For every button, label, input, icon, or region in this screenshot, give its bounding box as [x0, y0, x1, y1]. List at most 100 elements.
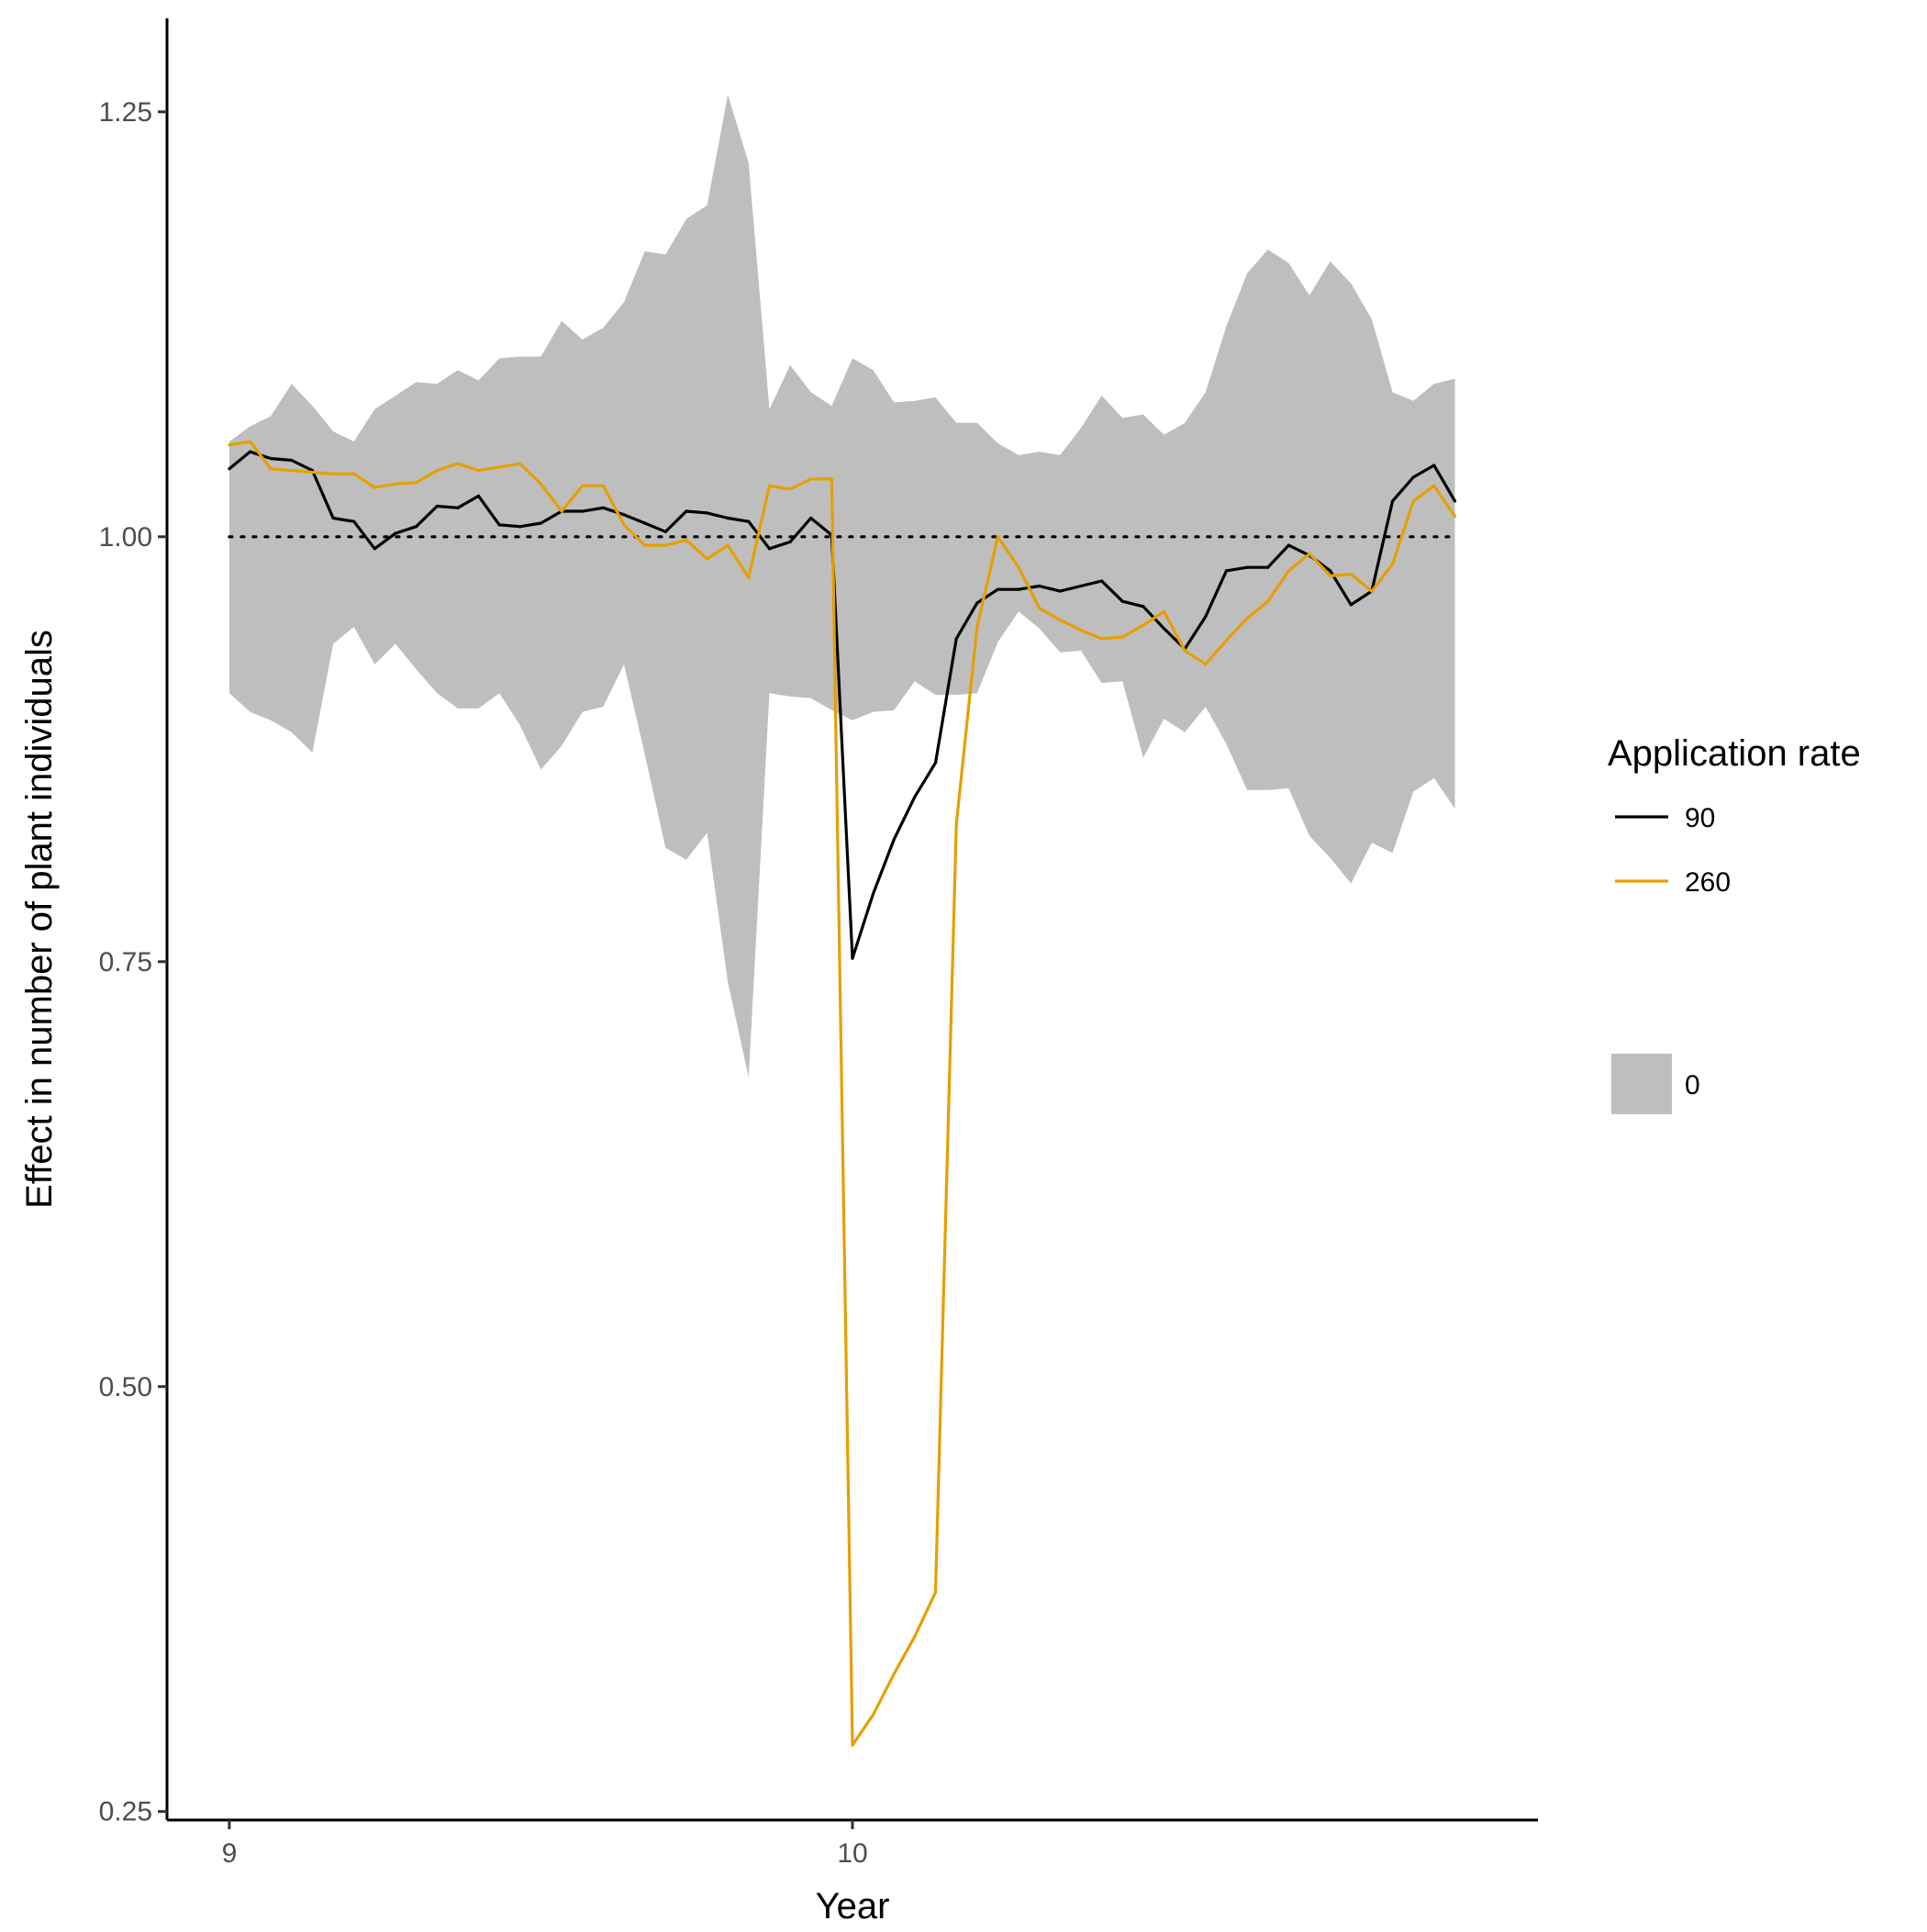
data-point-90-39 — [1038, 584, 1041, 588]
data-point-260-59 — [1453, 515, 1457, 519]
legend-label-band: 0 — [1685, 1070, 1700, 1100]
data-point-90-24 — [726, 516, 730, 520]
data-point-90-54 — [1349, 603, 1353, 607]
data-point-260-26 — [767, 484, 772, 487]
data-point-90-10 — [435, 504, 439, 508]
data-point-260-13 — [497, 465, 501, 469]
data-point-90-56 — [1390, 499, 1395, 503]
data-point-90-22 — [685, 509, 688, 513]
data-point-260-55 — [1370, 589, 1374, 593]
data-point-90-41 — [1079, 584, 1083, 588]
x-axis-title: Year — [816, 1886, 890, 1926]
data-point-260-47 — [1204, 663, 1208, 666]
data-point-90-14 — [518, 525, 522, 529]
data-point-260-11 — [456, 462, 460, 465]
y-axis-title: Effect in number of plant individuals — [19, 630, 60, 1209]
data-point-260-37 — [996, 535, 1000, 539]
series-layer — [228, 440, 1457, 1748]
data-point-260-9 — [415, 480, 418, 485]
data-point-260-12 — [476, 469, 481, 473]
legend-title: Application rate — [1608, 733, 1861, 774]
data-point-260-10 — [435, 469, 439, 473]
x-tick-label: 9 — [222, 1838, 238, 1869]
data-point-260-54 — [1349, 572, 1353, 576]
data-point-90-34 — [933, 761, 938, 765]
data-point-90-35 — [954, 637, 958, 641]
data-point-90-3 — [290, 458, 294, 463]
data-point-260-43 — [1120, 635, 1124, 639]
data-point-90-48 — [1224, 569, 1229, 573]
data-point-90-37 — [996, 587, 1000, 591]
data-point-260-38 — [1017, 565, 1020, 569]
data-point-260-16 — [560, 509, 563, 513]
data-point-90-53 — [1329, 569, 1332, 573]
data-point-260-46 — [1183, 649, 1186, 653]
data-point-260-15 — [539, 482, 543, 486]
data-point-90-57 — [1411, 475, 1415, 479]
data-point-90-38 — [1017, 587, 1020, 591]
data-point-260-39 — [1038, 607, 1041, 610]
data-point-260-40 — [1058, 618, 1062, 622]
x-tick-label: 10 — [837, 1838, 867, 1869]
data-point-90-15 — [539, 521, 543, 525]
data-point-90-30 — [851, 956, 854, 960]
data-point-260-4 — [310, 470, 315, 475]
data-point-90-9 — [415, 525, 418, 529]
data-point-90-2 — [269, 457, 273, 461]
data-point-260-2 — [269, 467, 273, 471]
legend-label-260: 260 — [1685, 867, 1731, 898]
data-point-260-31 — [872, 1713, 875, 1716]
data-point-260-33 — [913, 1635, 917, 1638]
data-point-90-49 — [1245, 565, 1249, 569]
data-point-90-51 — [1287, 543, 1290, 547]
data-point-260-42 — [1100, 637, 1104, 641]
data-point-90-43 — [1120, 599, 1124, 603]
data-point-260-49 — [1245, 617, 1249, 620]
data-point-90-18 — [601, 506, 605, 509]
y-tick-label: 0.50 — [99, 1372, 152, 1402]
y-tick-label: 0.75 — [99, 947, 152, 977]
data-point-260-30 — [851, 1743, 854, 1748]
data-point-90-32 — [892, 837, 896, 842]
data-point-260-41 — [1079, 629, 1083, 632]
data-point-90-12 — [476, 494, 481, 497]
data-point-260-6 — [352, 472, 356, 475]
data-point-90-11 — [456, 506, 460, 509]
data-point-260-56 — [1390, 562, 1395, 566]
data-point-260-0 — [228, 443, 231, 447]
legend: Application rate 90 260 0 — [1608, 733, 1861, 1114]
data-point-90-40 — [1058, 589, 1062, 593]
data-point-260-29 — [830, 477, 833, 481]
data-point-260-34 — [933, 1591, 938, 1594]
data-point-90-20 — [643, 521, 647, 525]
data-point-260-5 — [331, 472, 335, 475]
data-point-90-1 — [248, 450, 252, 453]
data-point-90-58 — [1432, 463, 1436, 467]
data-point-90-23 — [705, 511, 709, 515]
data-point-260-8 — [394, 482, 397, 486]
data-point-90-5 — [331, 516, 335, 520]
data-point-90-19 — [622, 513, 626, 517]
data-point-260-3 — [290, 469, 294, 473]
series-line-260 — [228, 440, 1456, 1748]
data-point-260-1 — [248, 440, 252, 443]
data-point-90-27 — [788, 540, 792, 543]
y-tick-label: 0.25 — [99, 1797, 152, 1827]
y-tick-label: 1.25 — [99, 97, 152, 128]
data-point-90-42 — [1100, 579, 1104, 583]
ribbon-layer — [228, 95, 1455, 1078]
legend-label-90: 90 — [1685, 803, 1715, 833]
data-point-260-45 — [1162, 609, 1166, 613]
data-point-90-21 — [663, 530, 667, 533]
legend-key-band — [1611, 1054, 1672, 1114]
data-point-260-51 — [1287, 569, 1290, 573]
data-point-90-50 — [1266, 565, 1270, 569]
data-point-260-58 — [1432, 484, 1436, 487]
data-point-90-31 — [872, 892, 875, 896]
data-point-260-44 — [1142, 623, 1145, 627]
data-point-260-7 — [373, 486, 376, 489]
data-point-260-32 — [892, 1672, 896, 1676]
data-point-260-19 — [622, 523, 626, 527]
